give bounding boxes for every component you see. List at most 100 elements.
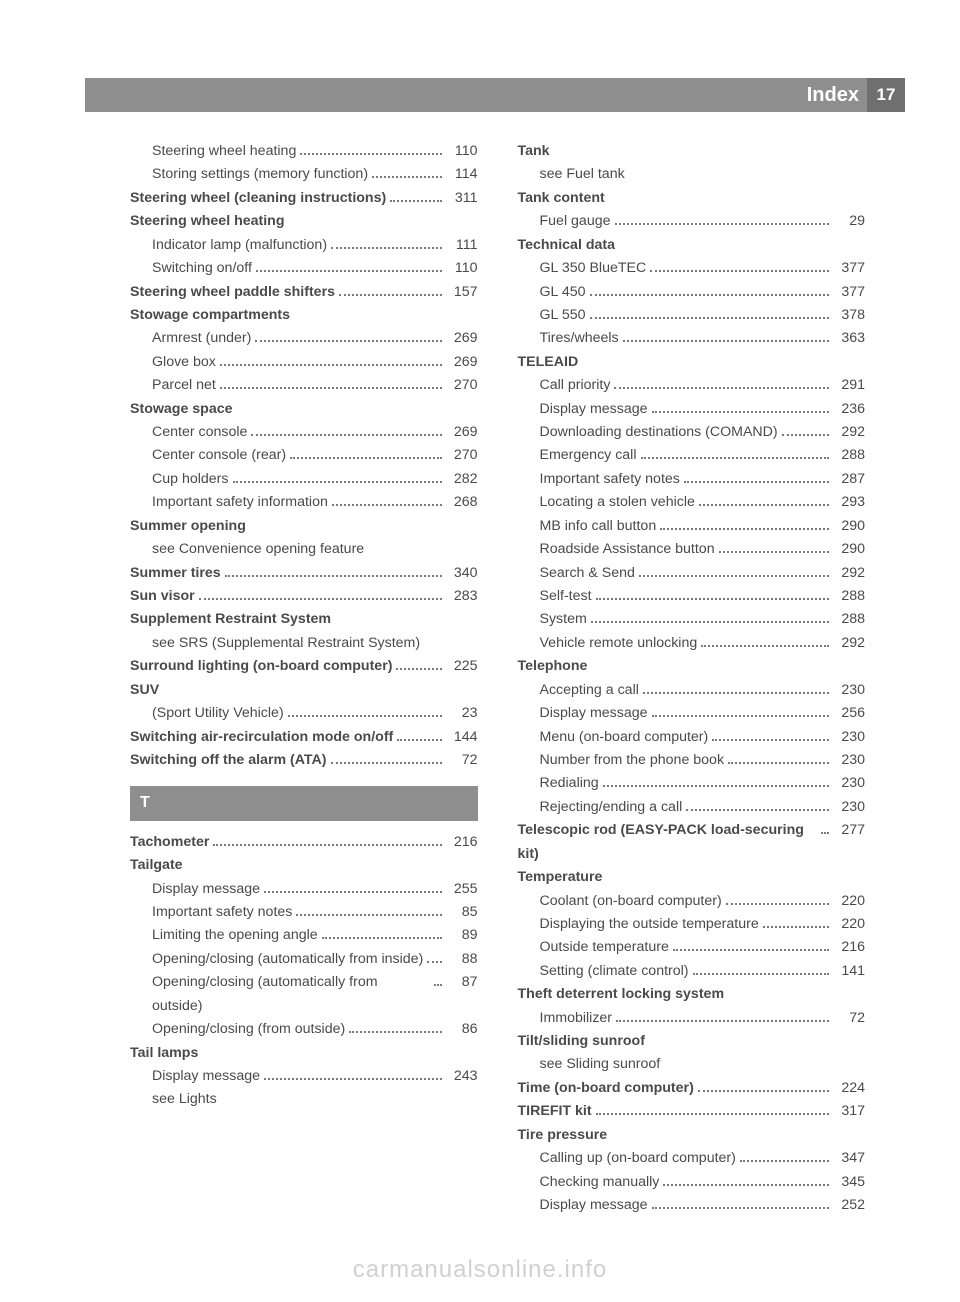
index-entry: Tire pressure: [518, 1124, 866, 1147]
leader-dots: [296, 905, 441, 916]
entry-page: 377: [833, 257, 865, 280]
index-subentry: Important safety notes85: [130, 901, 478, 924]
entry-label: Surround lighting (on-board computer): [130, 655, 392, 678]
leader-dots: [256, 261, 442, 272]
index-entry: Tank: [518, 140, 866, 163]
leader-dots: [288, 706, 442, 717]
index-subentry: see Fuel tank: [518, 163, 866, 186]
entry-label: Menu (on-board computer): [540, 726, 709, 749]
entry-label: Checking manually: [540, 1171, 660, 1194]
leader-dots: [603, 776, 829, 787]
entry-page: 111: [446, 234, 478, 257]
entry-page: 269: [446, 327, 478, 350]
entry-label: SUV: [130, 679, 159, 702]
entry-label: Important safety notes: [152, 901, 292, 924]
entry-label: Switching air-recirculation mode on/off: [130, 726, 393, 749]
entry-page: 29: [833, 210, 865, 233]
index-subentry: Indicator lamp (malfunction)111: [130, 234, 478, 257]
entry-label: see Fuel tank: [540, 163, 625, 186]
index-subentry: Display message236: [518, 398, 866, 421]
entry-label: Display message: [540, 398, 648, 421]
entry-page: 269: [446, 421, 478, 444]
index-subentry: Display message252: [518, 1194, 866, 1217]
leader-dots: [614, 378, 829, 389]
entry-label: Self-test: [540, 585, 592, 608]
entry-page: 230: [833, 772, 865, 795]
leader-dots: [225, 565, 442, 576]
index-entry: Tailgate: [130, 854, 478, 877]
entry-page: 216: [446, 831, 478, 854]
leader-dots: [712, 729, 829, 740]
column-right: Tanksee Fuel tankTank contentFuel gauge 2…: [518, 140, 866, 1217]
entry-label: Display message: [540, 1194, 648, 1217]
leader-dots: [663, 1174, 829, 1185]
index-subentry: Opening/closing (from outside)86: [130, 1018, 478, 1041]
entry-page: 311: [446, 187, 478, 210]
index-subentry: (Sport Utility Vehicle)23: [130, 702, 478, 725]
index-subentry: see Sliding sunroof: [518, 1053, 866, 1076]
index-subentry: GL 550378: [518, 304, 866, 327]
leader-dots: [220, 354, 442, 365]
entry-page: 220: [833, 913, 865, 936]
entry-page: 144: [446, 726, 478, 749]
index-subentry: System288: [518, 608, 866, 631]
entry-label: Fuel gauge: [540, 210, 611, 233]
leader-dots: [349, 1022, 441, 1033]
entry-label: Limiting the opening angle: [152, 924, 318, 947]
entry-page: 270: [446, 374, 478, 397]
entry-page: 287: [833, 468, 865, 491]
entry-page: 88: [446, 948, 478, 971]
leader-dots: [641, 448, 830, 459]
entry-label: Steering wheel heating: [152, 140, 296, 163]
index-subentry: Outside temperature216: [518, 936, 866, 959]
entry-label: see Lights: [152, 1088, 217, 1111]
leader-dots: [615, 214, 830, 225]
index-subentry: Setting (climate control)141: [518, 960, 866, 983]
index-entry: Summer tires340: [130, 562, 478, 585]
entry-label: System: [540, 608, 587, 631]
leader-dots: [590, 308, 829, 319]
index-subentry: Switching on/off110: [130, 257, 478, 280]
leader-dots: [652, 401, 829, 412]
entry-page: 347: [833, 1147, 865, 1170]
index-subentry: Calling up (on-board computer)347: [518, 1147, 866, 1170]
entry-label: Theft deterrent locking system: [518, 983, 725, 1006]
entry-page: 377: [833, 281, 865, 304]
leader-dots: [728, 753, 829, 764]
leader-dots: [251, 425, 441, 436]
leader-dots: [264, 1069, 441, 1080]
leader-dots: [331, 237, 441, 248]
leader-dots: [699, 495, 829, 506]
index-subentry: Roadside Assistance button290: [518, 538, 866, 561]
index-entry: Telescopic rod (EASY-PACK load-securing …: [518, 819, 866, 866]
index-entry: Switching air-recirculation mode on/off 1…: [130, 726, 478, 749]
entry-label: see Sliding sunroof: [540, 1053, 661, 1076]
entry-label: Tires/wheels: [540, 327, 619, 350]
entry-label: Redialing: [540, 772, 599, 795]
index-entry: Summer opening: [130, 515, 478, 538]
leader-dots: [390, 190, 441, 201]
leader-dots: [623, 331, 829, 342]
index-entry: Tank content: [518, 187, 866, 210]
leader-dots: [396, 659, 441, 670]
entry-page: 157: [446, 281, 478, 304]
leader-dots: [782, 425, 829, 436]
index-entry: Supplement Restraint System: [130, 608, 478, 631]
header-page-number: 17: [867, 78, 905, 112]
entry-page: 290: [833, 515, 865, 538]
leader-dots: [434, 975, 442, 986]
entry-label: see SRS (Supplemental Restraint System): [152, 632, 420, 655]
index-subentry: Opening/closing (automatically from outs…: [130, 971, 478, 1018]
entry-label: Tail lamps: [130, 1042, 198, 1065]
entry-page: 230: [833, 796, 865, 819]
entry-page: 340: [446, 562, 478, 585]
entry-page: 224: [833, 1077, 865, 1100]
index-subentry: Accepting a call230: [518, 679, 866, 702]
entry-label: Accepting a call: [540, 679, 639, 702]
entry-label: Center console: [152, 421, 247, 444]
leader-dots: [220, 378, 442, 389]
header-title: Index: [807, 84, 859, 107]
entry-label: Opening/closing (automatically from outs…: [152, 971, 430, 1018]
entry-page: 243: [446, 1065, 478, 1088]
entry-label: Sun visor: [130, 585, 195, 608]
